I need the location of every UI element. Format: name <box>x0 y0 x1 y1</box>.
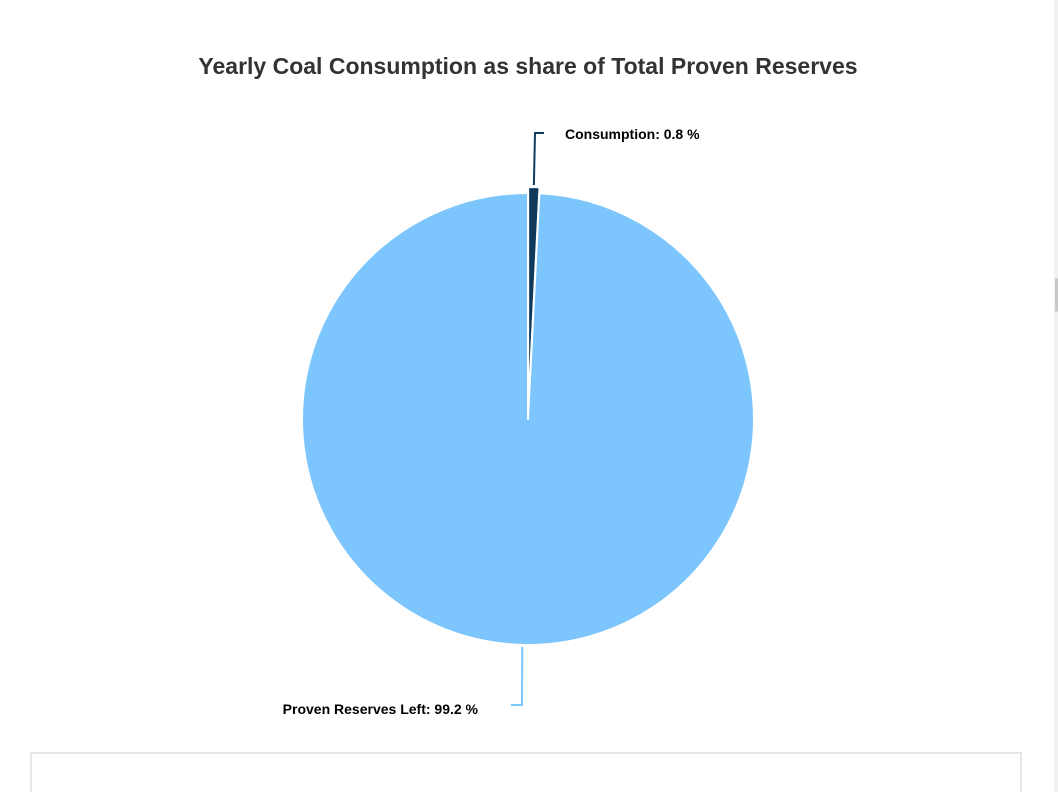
pie-slice-proven-reserves-left[interactable] <box>301 192 755 646</box>
pie-slice-label: Proven Reserves Left: 99.2 % <box>283 701 479 717</box>
scrollbar-thumb[interactable] <box>1055 278 1058 312</box>
pie-labels: Consumption: 0.8 % Proven Reserves Left: … <box>283 126 700 717</box>
pie-slice-label: Consumption: 0.8 % <box>565 126 700 142</box>
label-connector <box>511 646 524 706</box>
pie-chart: Yearly Coal Consumption as share of Tota… <box>198 53 857 717</box>
label-connector <box>532 132 544 186</box>
content-panel <box>30 752 1022 792</box>
chart-title: Yearly Coal Consumption as share of Tota… <box>198 53 857 79</box>
scrollbar-track[interactable] <box>1054 0 1058 792</box>
pie-slices <box>301 186 755 646</box>
